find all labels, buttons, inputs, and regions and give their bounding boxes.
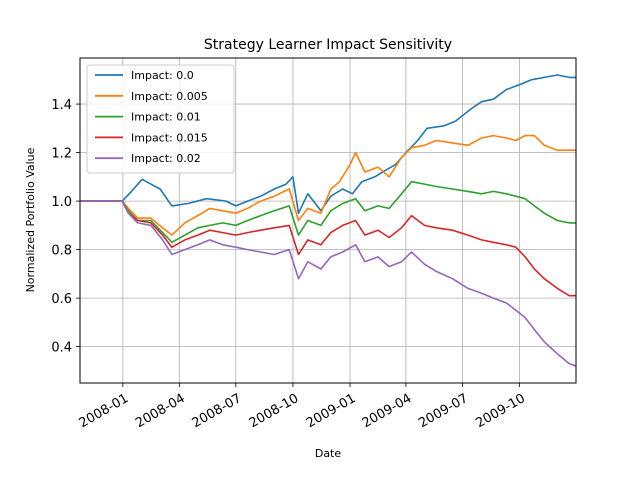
y-tick-label: 0.6: [51, 292, 72, 307]
legend-label: Impact: 0.015: [131, 131, 208, 144]
x-tick-label: 2009-10: [473, 391, 528, 431]
x-axis-title: Date: [315, 447, 342, 460]
plot-frame: [79, 57, 577, 384]
x-tick-label: 2009-07: [416, 391, 471, 431]
x-tick-label: 2008-10: [247, 391, 302, 431]
legend: Impact: 0.0 Impact: 0.005 Impact: 0.01 Impa…: [86, 64, 235, 174]
x-tick-label: 2009-04: [360, 391, 415, 431]
x-tick-label: 2008-07: [190, 391, 245, 431]
x-tick-label: 2009-01: [304, 391, 359, 431]
y-tick-label: 1.0: [51, 195, 72, 210]
legend-label: Impact: 0.01: [131, 111, 201, 124]
y-tick-label: 1.4: [51, 98, 72, 113]
legend-label: Impact: 0.0: [131, 69, 194, 82]
y-tick-label: 1.2: [51, 147, 72, 162]
legend-box: [86, 64, 235, 174]
chart-title: Strategy Learner Impact Sensitivity: [204, 37, 452, 53]
y-tick-label: 0.4: [51, 341, 72, 356]
series-line-2: [80, 180, 576, 244]
series-line-0: [80, 74, 576, 214]
series-line-3: [80, 200, 576, 297]
series-layer: [80, 74, 577, 367]
legend-label: Impact: 0.005: [131, 90, 208, 103]
series-line-4: [80, 200, 577, 367]
y-tick-label: 0.8: [51, 244, 72, 259]
series-line-1: [80, 134, 576, 236]
y-axis-title: Normalized Portfolio Value: [24, 147, 37, 292]
x-tick-label: 2008-04: [133, 391, 188, 431]
x-tick-label: 2008-01: [77, 391, 132, 431]
legend-label: Impact: 0.02: [131, 152, 201, 165]
